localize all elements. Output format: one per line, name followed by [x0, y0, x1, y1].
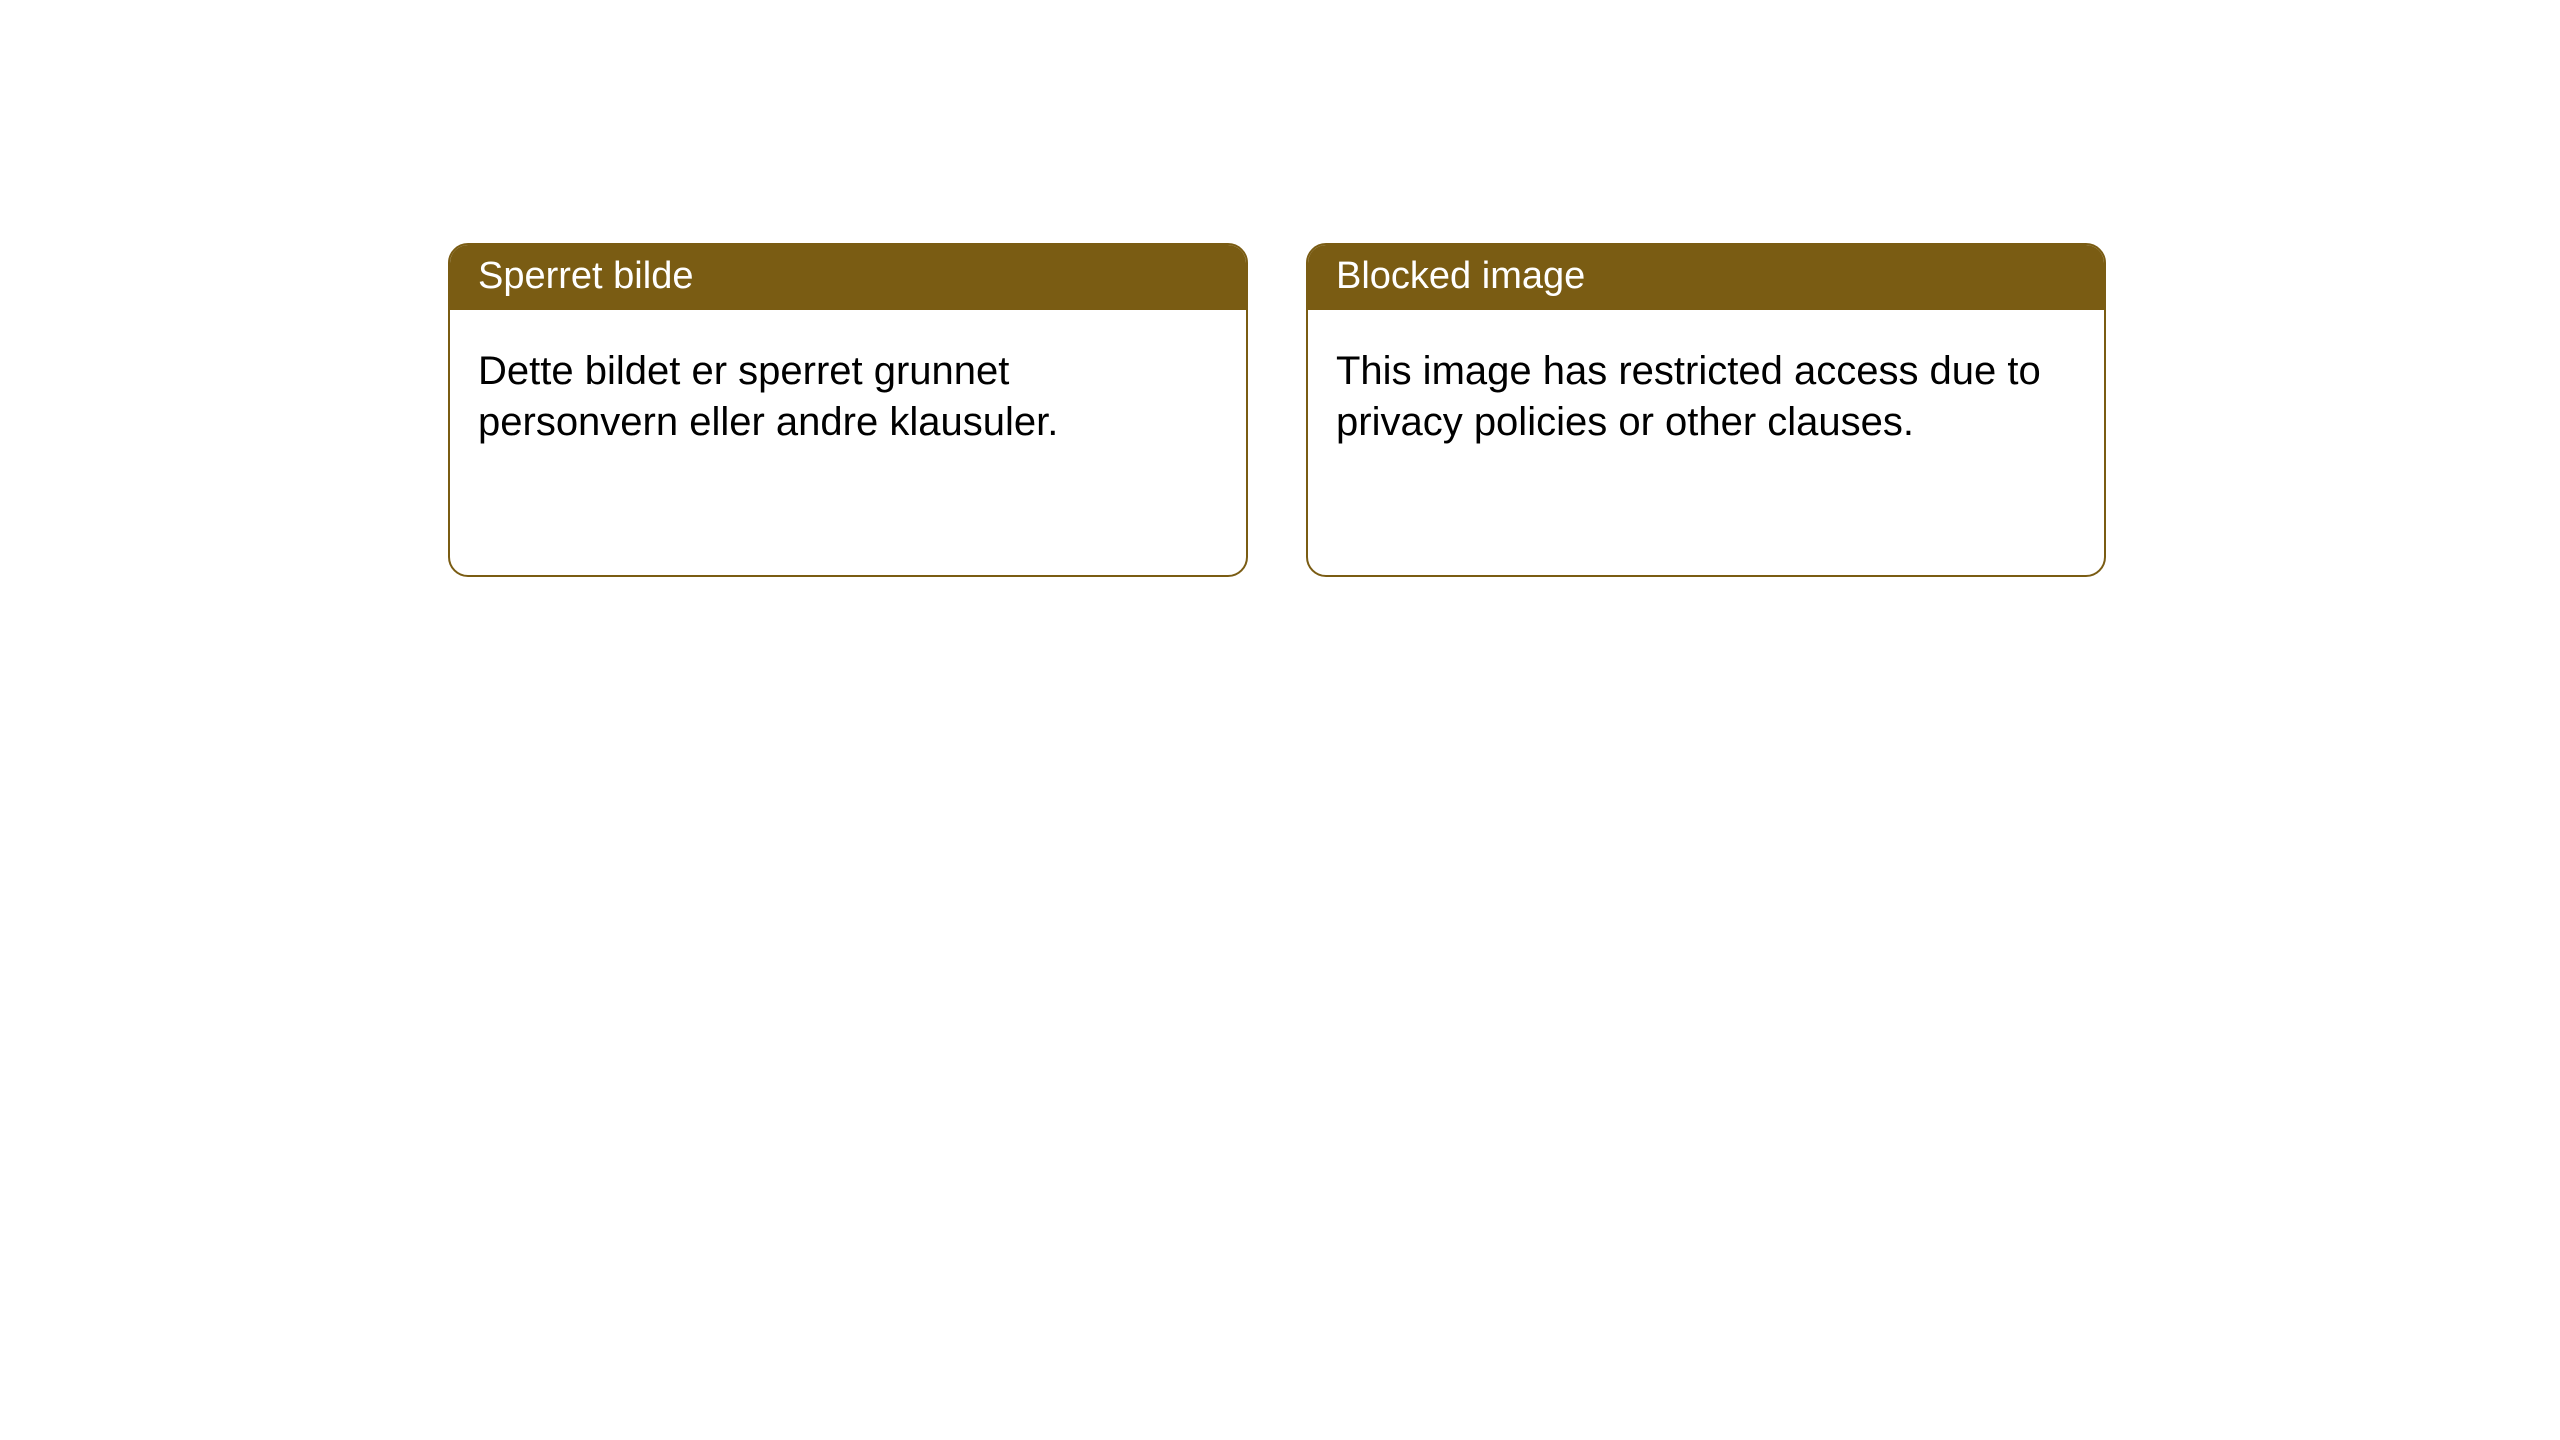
notice-card-norwegian: Sperret bilde Dette bildet er sperret gr… [448, 243, 1248, 577]
notice-title: Blocked image [1308, 245, 2104, 310]
notice-body: This image has restricted access due to … [1308, 310, 2104, 476]
notice-container: Sperret bilde Dette bildet er sperret gr… [448, 243, 2106, 577]
notice-body: Dette bildet er sperret grunnet personve… [450, 310, 1246, 476]
notice-title: Sperret bilde [450, 245, 1246, 310]
notice-card-english: Blocked image This image has restricted … [1306, 243, 2106, 577]
